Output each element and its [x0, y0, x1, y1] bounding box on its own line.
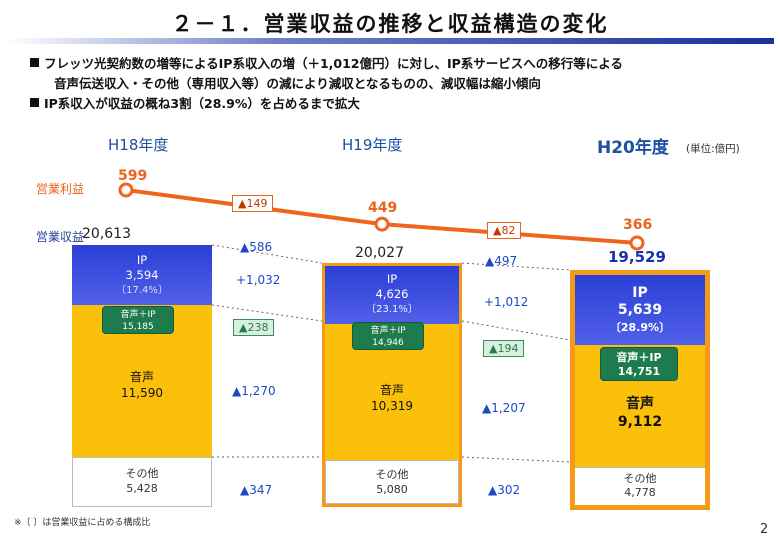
- voice-change-1: ▲1,270: [232, 384, 276, 398]
- profit-h19: 449: [368, 200, 398, 216]
- summary-bullets: フレッツ光契約数の増等によるIP系収入の増（＋1,012億円）に対し、IP系サー…: [30, 54, 623, 114]
- other-change-2: ▲302: [488, 483, 521, 497]
- voice-ip-change-1: ▲238: [233, 319, 275, 336]
- connector-line-3: [461, 320, 571, 341]
- voice-ip-change-2: ▲194: [483, 340, 525, 357]
- year-label-h18: H18年度: [108, 136, 169, 154]
- bullet-square-icon: [30, 58, 39, 67]
- connector-lines: [211, 244, 571, 463]
- connector-line-2: [211, 304, 323, 322]
- bullet-1: フレッツ光契約数の増等によるIP系収入の増（＋1,012億円）に対し、IP系サー…: [30, 54, 623, 74]
- profit-change-1: ▲149: [232, 195, 274, 212]
- profit-change-2: ▲82: [487, 222, 522, 239]
- profit-line: [125, 188, 638, 245]
- revenue-change-2: ▲497: [485, 254, 518, 268]
- connector-line-0: [211, 244, 323, 264]
- year-label-h20: H20年度: [597, 138, 669, 158]
- unit-label: (単位:億円): [686, 143, 740, 155]
- bar-h19-other: その他 5,080: [325, 460, 459, 504]
- other-change-1: ▲347: [240, 483, 273, 497]
- bullet-square-icon: [30, 98, 39, 107]
- total-h18: 20,613: [82, 226, 131, 242]
- page-number: 2: [760, 522, 769, 537]
- bar-h20-ip: IP 5,639 〔28.9%〕: [575, 275, 705, 345]
- bullet-2: IP系収入が収益の概ね3割（28.9%）を占めるまで拡大: [30, 94, 623, 114]
- profit-point-1: [374, 216, 390, 232]
- operating-revenue-label: 営業収益: [36, 230, 85, 244]
- profit-point-0: [118, 182, 134, 198]
- page-title: ２－１．営業収益の推移と収益構造の変化: [171, 12, 609, 36]
- bar-h18-other: その他 5,428: [72, 457, 212, 507]
- revenue-change-1: ▲586: [240, 240, 273, 254]
- bar-h18: IP 3,594 〔17.4%〕 音声 11,590 その他 5,428: [72, 245, 212, 507]
- bullet-1-cont: 音声伝送収入・その他（専用収入等）の減により減収となるものの、減収幅は縮小傾向: [54, 76, 541, 91]
- voice-ip-pill-h18: 音声＋IP 15,185: [102, 306, 174, 334]
- voice-change-2: ▲1,207: [482, 401, 526, 415]
- bar-h19-ip: IP 4,626 〔23.1%〕: [325, 266, 459, 324]
- profit-h18: 599: [118, 168, 148, 184]
- bar-h19: IP 4,626 〔23.1%〕 音声 10,319 その他 5,080: [322, 263, 462, 507]
- bar-h20: IP 5,639 〔28.9%〕 音声 9,112 その他 4,778: [570, 270, 710, 510]
- footnote: ※〔 〕は営業収益に占める構成比: [14, 518, 151, 528]
- ip-change-1: +1,032: [236, 273, 281, 287]
- profit-point-2: [629, 235, 645, 251]
- voice-ip-pill-h19: 音声＋IP 14,946: [352, 322, 424, 350]
- voice-ip-pill-h20: 音声＋IP 14,751: [600, 347, 678, 381]
- ip-change-2: +1,012: [484, 295, 529, 309]
- total-h19: 20,027: [355, 245, 404, 261]
- connector-line-5: [461, 456, 571, 463]
- profit-line-group: [118, 182, 645, 251]
- bar-h20-other: その他 4,778: [575, 467, 705, 505]
- bar-h18-ip: IP 3,594 〔17.4%〕: [72, 245, 212, 305]
- year-label-h19: H19年度: [342, 136, 403, 154]
- operating-profit-label: 営業利益: [36, 182, 85, 196]
- total-h20: 19,529: [608, 248, 666, 266]
- profit-h20: 366: [623, 217, 653, 233]
- connector-line-1: [461, 262, 571, 271]
- title-rule: [6, 38, 774, 44]
